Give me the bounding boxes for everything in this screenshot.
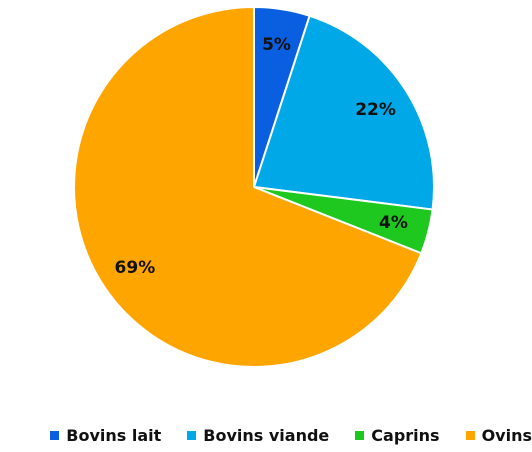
legend-label: Bovins viande	[203, 426, 330, 445]
legend-swatch	[50, 431, 60, 440]
pie-slice	[73, 5, 423, 368]
legend-item: Ovins	[465, 426, 532, 445]
pie-slice	[252, 14, 435, 211]
legend-label: Ovins	[481, 426, 532, 445]
legend-swatch	[187, 431, 197, 440]
legend-item: Caprins	[355, 426, 440, 445]
data-label: 69%	[115, 258, 156, 278]
data-label: 5%	[262, 35, 291, 55]
data-label: 22%	[355, 100, 396, 120]
legend-swatch	[355, 431, 365, 440]
legend-label: Caprins	[371, 426, 440, 445]
legend-label: Bovins lait	[66, 426, 162, 445]
legend-swatch	[465, 431, 475, 440]
chart: 5% 22% 4% 69%	[73, 5, 435, 368]
legend-item: Bovins lait	[50, 426, 161, 445]
data-label: 4%	[379, 213, 408, 233]
legend-item: Bovins viande	[187, 426, 329, 445]
legend: Bovins lait Bovins viande Caprins Ovins	[0, 426, 532, 445]
